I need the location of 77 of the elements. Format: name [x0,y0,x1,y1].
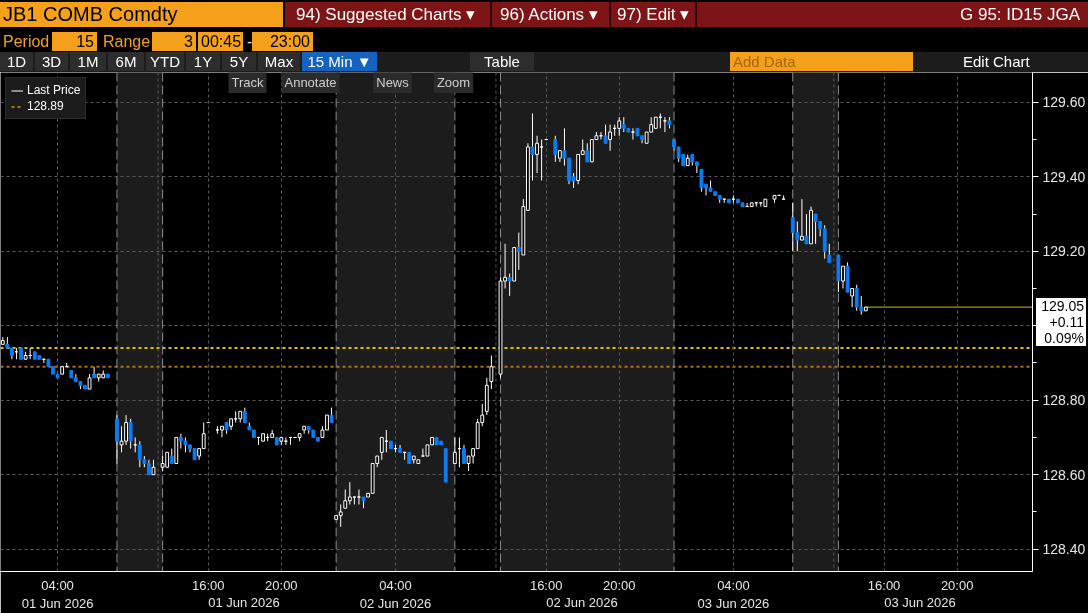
text: - [246,32,253,51]
candlestick [822,224,827,260]
annotation: Annotate [284,74,337,90]
candlestick [128,418,133,450]
text: 1Y [186,52,220,71]
text: 15 Min ▼ [302,52,377,71]
candlestick [799,198,804,241]
x-tick-label: 16:00 [867,577,901,593]
text: 3 [152,32,196,51]
text: 3D [35,52,68,71]
candlestick [585,142,590,163]
ref-line-label: 129.05 +0.11 0.09% [1036,298,1086,346]
text: 5Y [222,52,256,71]
legend-label: Last Price [27,83,81,97]
text: 1M [70,52,106,71]
candlestick [553,135,558,163]
candlestick [137,440,142,468]
candlestick [347,481,352,505]
text: 00:45 [198,32,243,51]
legend-label: 128.89 [27,99,64,113]
candlestick [608,124,613,152]
candlestick [813,213,818,245]
candlestick [662,116,667,133]
text: YTD [146,52,184,71]
text: 6M [108,52,144,71]
x-tick-label: 20:00 [602,577,636,593]
text: 1D [0,52,33,71]
candlestick [379,436,384,461]
x-tick-label: 20:00 [940,577,974,593]
annotation: Zoom [436,74,471,90]
text: 94) Suggested Charts ▾ [295,4,477,26]
annotation: News [376,74,410,90]
text: 23:00 [252,32,313,51]
text: 01 Jun 2026 [207,595,281,611]
candlestick [220,425,224,438]
text: Edit Chart [962,52,1030,71]
text: G 95: ID15 JGA [959,4,1081,26]
x-tick-label: 04:00 01 Jun 2026 [21,577,94,611]
text: 02 Jun 2026 [545,595,619,611]
candlestick [804,213,809,245]
text: Range [102,32,151,51]
x-tick-label: 16:00 [529,577,563,593]
candlestick [539,139,544,181]
chart-title: JB1 COMB Comdty [0,2,283,27]
y-tick-label: 128.80 [1042,392,1086,409]
text: 97) Edit ▾ [616,4,691,26]
candlestick [338,503,343,528]
candlestick [535,135,539,174]
x-tick-label: 16:00 [192,577,225,593]
text: 96) Actions ▾ [499,4,599,26]
candlestick [589,139,594,163]
x-tick-label: 20:00 [265,577,298,593]
text: Period [2,32,50,51]
y-tick-label: 129.60 [1042,94,1086,111]
annotation: Track [231,74,265,90]
candlestick [850,287,855,308]
candlestick [854,284,859,312]
candlestick [452,436,457,465]
candlestick [617,116,622,137]
candlestick [841,265,845,289]
y-tick-label: 128.40 [1042,541,1086,558]
candlestick [795,220,800,252]
x-tick-label: 04:00 02 Jun 2026 [359,577,432,611]
candlestick [489,355,494,390]
candlestick [827,243,832,263]
text: 03 Jun 2026 [883,595,957,611]
candlestick [790,202,795,252]
text: 15 [52,32,97,51]
text: Table [470,52,534,71]
candlestick [343,489,348,509]
x-tick-label: 04:00 03 Jun 2026 [697,577,770,611]
text: Add Data [730,52,913,71]
text: Max [258,52,300,71]
y-tick-label: 129.40 [1042,168,1086,185]
candlestick [699,168,704,193]
y-tick-label: 129.20 [1042,243,1086,260]
y-tick-label: 128.60 [1042,466,1086,483]
